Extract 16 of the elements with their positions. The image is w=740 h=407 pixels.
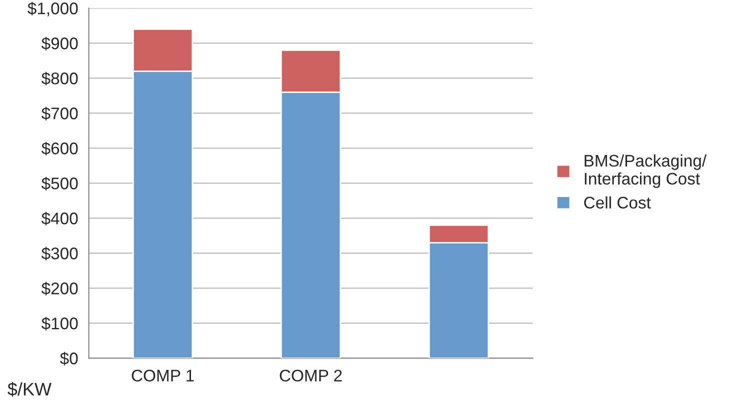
y-tick-label: $100: [41, 316, 78, 330]
y-tick-label: $0: [60, 352, 78, 366]
y-tick-label: $300: [41, 246, 78, 260]
y-tick-label: $200: [41, 282, 78, 296]
y-tick-label: $900: [41, 36, 78, 50]
y-tick-label: $500: [41, 176, 78, 190]
legend-label: Cell Cost: [584, 196, 651, 209]
y-tick-label: $600: [41, 142, 78, 156]
x-tick-label: COMP 2: [280, 370, 342, 382]
y-tick-label: $400: [41, 212, 78, 226]
x-tick-label: COMP 1: [132, 370, 194, 382]
y-tick-label: $800: [41, 72, 78, 86]
y-tick-label: $700: [41, 106, 78, 120]
y-tick-label: $1,000: [28, 2, 78, 16]
legend-label: BMS/Packaging/ Interfacing Cost: [584, 154, 707, 188]
text: $/KW: [8, 382, 52, 397]
